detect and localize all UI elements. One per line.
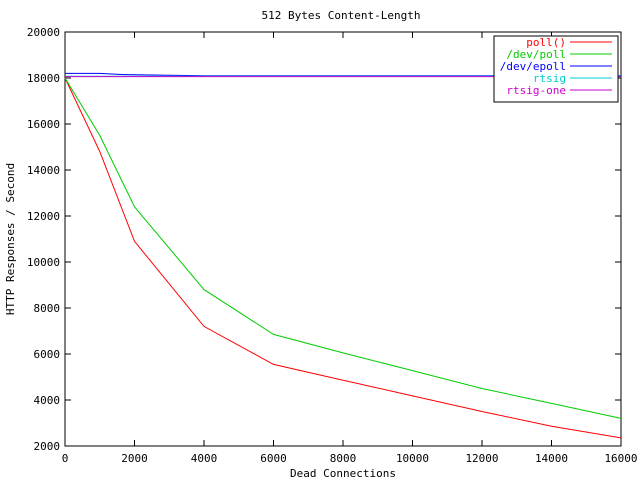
legend-label: /dev/poll — [506, 48, 566, 61]
y-tick-label: 16000 — [27, 118, 60, 131]
y-tick-label: 12000 — [27, 210, 60, 223]
y-tick-label: 18000 — [27, 72, 60, 85]
series-line-1 — [64, 77, 622, 419]
x-tick-label: 14000 — [535, 452, 568, 465]
x-tick-label: 6000 — [260, 452, 287, 465]
y-tick-label: 20000 — [27, 26, 60, 39]
y-tick-label: 4000 — [34, 394, 61, 407]
x-tick-label: 8000 — [330, 452, 357, 465]
y-axis-label: HTTP Responses / Second — [4, 163, 17, 315]
x-tick-label: 2000 — [121, 452, 148, 465]
legend-label: poll() — [526, 36, 566, 49]
legend-box — [493, 35, 619, 103]
y-tick-label: 6000 — [34, 348, 61, 361]
y-tick-label: 14000 — [27, 164, 60, 177]
y-tick-label: 10000 — [27, 256, 60, 269]
x-tick-label: 0 — [62, 452, 69, 465]
x-tick-label: 4000 — [191, 452, 218, 465]
legend-label: rtsig-one — [506, 84, 566, 97]
chart-title: 512 Bytes Content-Length — [262, 9, 421, 22]
x-axis-label: Dead Connections — [290, 467, 396, 480]
legend-label: /dev/epoll — [500, 60, 566, 73]
y-tick-label: 2000 — [34, 440, 61, 453]
x-tick-label: 10000 — [396, 452, 429, 465]
x-tick-label: 16000 — [604, 452, 637, 465]
legend-label: rtsig — [533, 72, 566, 85]
y-tick-label: 8000 — [34, 302, 61, 315]
series-line-0 — [64, 77, 622, 439]
x-tick-label: 12000 — [465, 452, 498, 465]
